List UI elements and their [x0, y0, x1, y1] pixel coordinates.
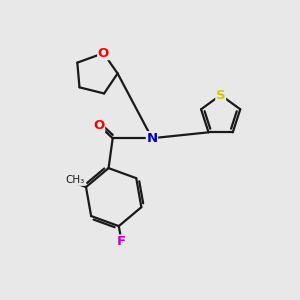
Text: S: S — [216, 88, 226, 101]
Text: O: O — [93, 119, 105, 132]
Text: O: O — [98, 47, 109, 60]
Text: CH₃: CH₃ — [66, 175, 85, 185]
Text: F: F — [117, 235, 126, 248]
Text: N: N — [146, 132, 158, 145]
